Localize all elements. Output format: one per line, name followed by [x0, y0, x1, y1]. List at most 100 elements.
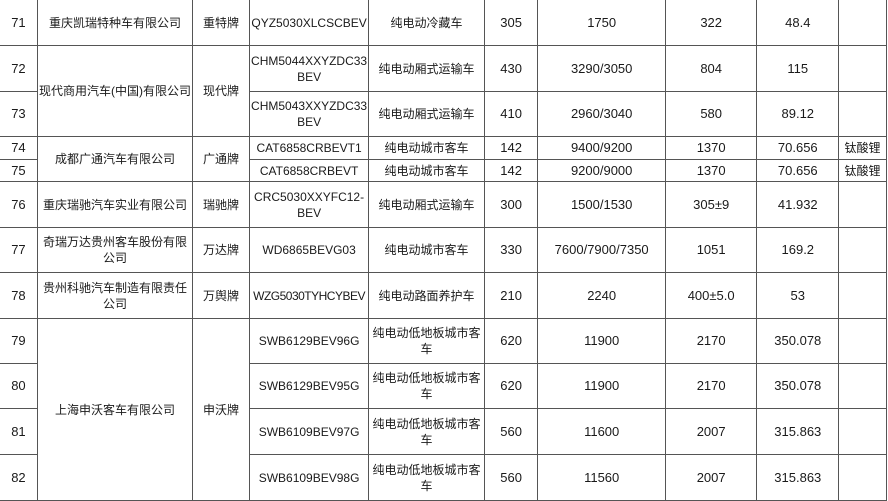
- driving-range: 430: [483, 45, 539, 92]
- battery-type: [838, 181, 887, 228]
- battery-type: 钛酸锂: [838, 136, 887, 160]
- curb-mass: 2960/3040: [537, 91, 666, 137]
- curb-mass: 1500/1530: [537, 181, 666, 228]
- row-number: 81: [0, 408, 38, 455]
- battery-type: 钛酸锂: [838, 159, 887, 182]
- table-row: 80 SWB6129BEV95G 纯电动低地板城市客车 620 11900 2170 350…: [0, 363, 887, 409]
- curb-mass: 2240: [537, 272, 666, 319]
- driving-range: 410: [483, 91, 539, 137]
- model-number: CHM5043XXYZDC33BEV: [248, 91, 370, 137]
- row-number: 71: [0, 0, 38, 46]
- model-number: QYZ5030XLCSCBEV: [248, 0, 370, 46]
- table-row: 82 SWB6109BEV98G 纯电动低地板城市客车 560 11560 2007 315…: [0, 454, 887, 501]
- driving-range: 330: [483, 227, 539, 273]
- battery-type: [838, 454, 887, 501]
- curb-mass: 11600: [537, 408, 666, 455]
- table-row: 76 重庆瑞驰汽车实业有限公司 瑞驰牌 CRC5030XXYFC12-BEV 纯电动厢式…: [0, 181, 887, 228]
- table-row: 77 奇瑞万达贵州客车股份有限公司 万达牌 WD6865BEVG03 纯电动城市客车 33…: [0, 227, 887, 273]
- battery-energy: 315.863: [756, 454, 840, 501]
- brand-name: 万舆牌: [192, 272, 250, 319]
- battery-mass: 1370: [664, 159, 758, 182]
- vehicle-type: 纯电动城市客车: [368, 136, 485, 160]
- battery-mass: 400±5.0: [664, 272, 758, 319]
- brand-name: 申沃牌: [192, 318, 250, 501]
- table-row: 74 成都广通汽车有限公司 广通牌 CAT6858CRBEVT1 纯电动城市客车 142 9…: [0, 136, 887, 182]
- vehicle-type: 纯电动厢式运输车: [368, 91, 485, 137]
- battery-type: [838, 318, 887, 364]
- driving-range: 560: [483, 408, 539, 455]
- company-name: 成都广通汽车有限公司: [36, 136, 194, 182]
- model-number: CHM5044XXYZDC33BEV: [248, 45, 370, 92]
- battery-type: [838, 363, 887, 409]
- battery-mass: 305±9: [664, 181, 758, 228]
- vehicle-type: 纯电动低地板城市客车: [368, 363, 485, 409]
- battery-type: [838, 45, 887, 92]
- row-number: 76: [0, 181, 38, 228]
- battery-energy: 350.078: [756, 363, 840, 409]
- brand-name: 瑞驰牌: [192, 181, 250, 228]
- brand-name: 重特牌: [192, 0, 250, 46]
- battery-energy: 115: [756, 45, 840, 92]
- table-row: 73 CHM5043XXYZDC33BEV 纯电动厢式运输车 410 2960/3040…: [0, 91, 887, 137]
- driving-range: 300: [483, 181, 539, 228]
- battery-energy: 53: [756, 272, 840, 319]
- company-name: 上海申沃客车有限公司: [36, 318, 194, 501]
- curb-mass: 11900: [537, 363, 666, 409]
- driving-range: 620: [483, 363, 539, 409]
- curb-mass: 9400/9200: [537, 136, 666, 160]
- model-number: CAT6858CRBEVT1: [248, 136, 370, 160]
- battery-mass: 2007: [664, 454, 758, 501]
- row-number: 77: [0, 227, 38, 273]
- battery-mass: 322: [664, 0, 758, 46]
- row-number: 80: [0, 363, 38, 409]
- vehicle-type: 纯电动冷藏车: [368, 0, 485, 46]
- row-number: 82: [0, 454, 38, 501]
- table-row: 72 现代商用汽车(中国)有限公司 现代牌 CHM5044XXYZDC33BEV 纯电动…: [0, 45, 887, 137]
- driving-range: 142: [483, 159, 539, 182]
- driving-range: 560: [483, 454, 539, 501]
- vehicle-type: 纯电动低地板城市客车: [368, 454, 485, 501]
- brand-name: 现代牌: [192, 45, 250, 137]
- model-number: WZG5030TYHCYBEV: [248, 272, 370, 319]
- company-name: 奇瑞万达贵州客车股份有限公司: [36, 227, 194, 273]
- model-number: CRC5030XXYFC12-BEV: [248, 181, 370, 228]
- battery-type: [838, 227, 887, 273]
- brand-name: 广通牌: [192, 136, 250, 182]
- vehicle-type: 纯电动低地板城市客车: [368, 318, 485, 364]
- curb-mass: 11900: [537, 318, 666, 364]
- battery-energy: 48.4: [756, 0, 840, 46]
- curb-mass: 1750: [537, 0, 666, 46]
- vehicle-type: 纯电动厢式运输车: [368, 45, 485, 92]
- row-number: 78: [0, 272, 38, 319]
- battery-type: [838, 91, 887, 137]
- company-name: 现代商用汽车(中国)有限公司: [36, 45, 194, 137]
- battery-mass: 1051: [664, 227, 758, 273]
- row-number: 74: [0, 136, 38, 160]
- battery-mass: 580: [664, 91, 758, 137]
- row-number: 73: [0, 91, 38, 137]
- battery-mass: 2170: [664, 318, 758, 364]
- row-number: 79: [0, 318, 38, 364]
- vehicle-type: 纯电动路面养护车: [368, 272, 485, 319]
- curb-mass: 11560: [537, 454, 666, 501]
- battery-energy: 315.863: [756, 408, 840, 455]
- table-row: 79 上海申沃客车有限公司 申沃牌 SWB6129BEV96G 纯电动低地板城市客车 62…: [0, 318, 887, 501]
- curb-mass: 9200/9000: [537, 159, 666, 182]
- battery-energy: 350.078: [756, 318, 840, 364]
- battery-energy: 70.656: [756, 136, 840, 160]
- battery-mass: 2007: [664, 408, 758, 455]
- battery-energy: 169.2: [756, 227, 840, 273]
- table-row: 71 重庆凯瑞特种车有限公司 重特牌 QYZ5030XLCSCBEV 纯电动冷藏车 305…: [0, 0, 887, 46]
- battery-energy: 70.656: [756, 159, 840, 182]
- model-number: SWB6109BEV97G: [248, 408, 370, 455]
- driving-range: 305: [483, 0, 539, 46]
- driving-range: 142: [483, 136, 539, 160]
- company-name: 重庆瑞驰汽车实业有限公司: [36, 181, 194, 228]
- battery-mass: 804: [664, 45, 758, 92]
- battery-energy: 89.12: [756, 91, 840, 137]
- battery-type: [838, 272, 887, 319]
- vehicle-type: 纯电动城市客车: [368, 159, 485, 182]
- model-number: SWB6129BEV96G: [248, 318, 370, 364]
- table-row: 78 贵州科驰汽车制造有限责任公司 万舆牌 WZG5030TYHCYBEV 纯电动路面养…: [0, 272, 887, 319]
